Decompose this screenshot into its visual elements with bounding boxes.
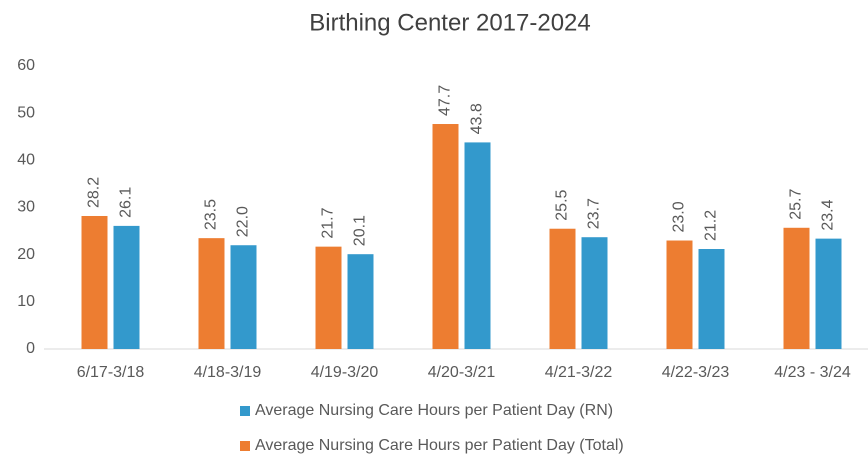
data-label: 43.8	[469, 103, 486, 134]
data-label: 25.7	[788, 189, 805, 220]
bar	[464, 142, 491, 349]
data-label: 23.7	[586, 198, 603, 229]
data-label: 21.7	[320, 207, 337, 238]
bar	[198, 238, 225, 349]
legend-label: Average Nursing Care Hours per Patient D…	[255, 437, 624, 454]
x-tick-label: 4/22-3/23	[662, 364, 730, 381]
legend-label: Average Nursing Care Hours per Patient D…	[255, 402, 613, 419]
x-tick-label: 6/17-3/18	[77, 364, 145, 381]
bar	[81, 215, 108, 349]
chart-title: Birthing Center 2017-2024	[309, 9, 591, 36]
y-tick-label: 30	[17, 199, 35, 216]
y-tick-label: 0	[26, 340, 35, 357]
bar	[347, 254, 374, 349]
data-label: 26.1	[118, 187, 135, 218]
bar	[666, 240, 693, 349]
legend-swatch	[240, 441, 250, 451]
bar	[815, 238, 842, 349]
y-tick-label: 50	[17, 104, 35, 121]
data-label: 21.2	[703, 210, 720, 241]
bar	[315, 246, 342, 349]
y-tick-label: 60	[17, 57, 35, 74]
bar	[698, 249, 725, 349]
bar	[783, 227, 810, 349]
data-label: 20.1	[352, 215, 369, 246]
data-label: 23.4	[820, 199, 837, 230]
bar	[432, 124, 459, 349]
bar	[113, 225, 140, 349]
bar	[230, 245, 257, 349]
x-tick-label: 4/20-3/21	[428, 364, 496, 381]
bar	[549, 228, 576, 349]
x-tick-label: 4/19-3/20	[311, 364, 379, 381]
data-label: 23.0	[671, 201, 688, 232]
data-label: 22.0	[235, 206, 252, 237]
y-tick-label: 40	[17, 152, 35, 169]
legend-swatch	[240, 406, 250, 416]
data-label: 28.2	[86, 177, 103, 208]
x-tick-label: 4/18-3/19	[194, 364, 262, 381]
bar	[581, 237, 608, 349]
y-tick-label: 10	[17, 293, 35, 310]
x-tick-label: 4/23 - 3/24	[774, 364, 851, 381]
data-label: 23.5	[203, 199, 220, 230]
x-tick-label: 4/21-3/22	[545, 364, 613, 381]
data-label: 25.5	[554, 189, 571, 220]
y-tick-label: 20	[17, 246, 35, 263]
data-label: 47.7	[437, 85, 454, 116]
